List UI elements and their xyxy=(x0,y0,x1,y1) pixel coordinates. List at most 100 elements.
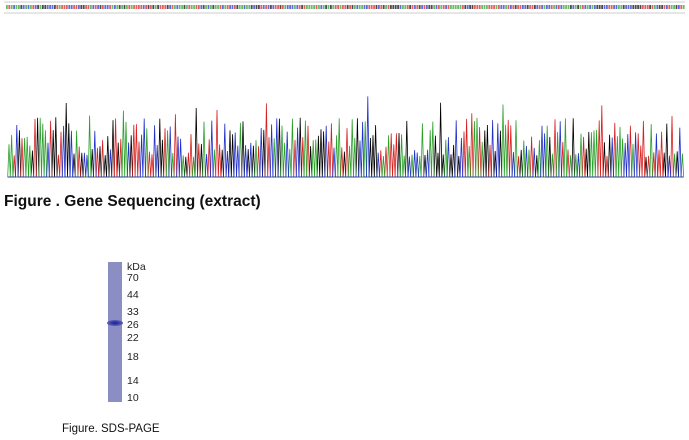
base-call xyxy=(190,5,193,9)
base-call xyxy=(18,5,20,9)
base-call xyxy=(529,5,531,9)
base-call xyxy=(159,5,162,9)
base-call xyxy=(579,5,582,9)
base-call xyxy=(632,5,635,9)
base-call xyxy=(483,5,486,9)
base-call xyxy=(262,5,265,9)
base-call xyxy=(54,5,56,9)
base-call xyxy=(666,5,668,9)
base-call xyxy=(572,5,575,9)
base-call xyxy=(157,5,159,9)
base-call xyxy=(678,5,680,9)
base-call xyxy=(270,5,272,9)
base-call xyxy=(318,5,320,9)
base-call xyxy=(34,5,37,9)
base-call xyxy=(642,5,644,9)
base-call xyxy=(234,5,236,9)
base-call xyxy=(517,5,519,9)
base-call xyxy=(178,5,181,9)
base-call xyxy=(99,5,102,9)
base-call xyxy=(634,5,637,9)
base-call xyxy=(558,5,560,9)
base-call xyxy=(22,5,25,9)
base-call xyxy=(39,5,42,9)
base-call xyxy=(238,5,241,9)
base-call xyxy=(334,5,337,9)
base-call xyxy=(512,5,515,9)
base-call xyxy=(123,5,126,9)
base-call xyxy=(6,5,8,9)
base-call xyxy=(200,5,203,9)
base-call xyxy=(327,5,330,9)
base-call xyxy=(344,5,347,9)
base-call xyxy=(589,5,591,9)
base-call xyxy=(370,5,373,9)
base-call xyxy=(87,5,90,9)
base-call xyxy=(109,5,111,9)
base-call xyxy=(555,5,558,9)
base-call xyxy=(586,5,589,9)
marker-label: 14 xyxy=(127,375,139,387)
base-call xyxy=(82,5,85,9)
base-call xyxy=(169,5,171,9)
base-call xyxy=(433,5,435,9)
base-call xyxy=(286,5,289,9)
base-call xyxy=(258,5,260,9)
base-call xyxy=(181,5,183,9)
base-call xyxy=(495,5,498,9)
base-call xyxy=(385,5,387,9)
base-call xyxy=(618,5,620,9)
base-call xyxy=(654,5,656,9)
base-call xyxy=(231,5,234,9)
base-call xyxy=(560,5,563,9)
base-call xyxy=(505,5,507,9)
base-call xyxy=(176,5,179,9)
base-call xyxy=(450,5,452,9)
base-call xyxy=(435,5,438,9)
base-call xyxy=(272,5,275,9)
base-call xyxy=(8,5,11,9)
base-call xyxy=(550,5,553,9)
base-call xyxy=(594,5,596,9)
base-call xyxy=(308,5,311,9)
base-call xyxy=(63,5,66,9)
base-call xyxy=(253,5,255,9)
base-call xyxy=(639,5,642,9)
figure-caption: Figure . Gene Sequencing (extract) xyxy=(4,193,261,210)
base-call xyxy=(66,5,68,9)
base-call xyxy=(394,5,397,9)
base-call xyxy=(339,5,342,9)
base-call xyxy=(627,5,630,9)
base-call xyxy=(236,5,239,9)
base-call xyxy=(260,5,263,9)
base-call xyxy=(150,5,152,9)
base-call xyxy=(188,5,191,9)
base-call xyxy=(198,5,200,9)
base-call xyxy=(164,5,167,9)
base-call xyxy=(313,5,315,9)
base-call xyxy=(342,5,344,9)
base-call xyxy=(387,5,390,9)
base-call xyxy=(416,5,419,9)
base-call xyxy=(58,5,61,9)
base-call xyxy=(49,5,51,9)
base-call xyxy=(493,5,495,9)
base-call xyxy=(356,5,359,9)
base-call xyxy=(402,5,404,9)
base-call xyxy=(152,5,155,9)
base-call xyxy=(303,5,306,9)
base-call xyxy=(598,5,601,9)
base-call xyxy=(306,5,308,9)
base-call xyxy=(154,5,157,9)
base-call xyxy=(332,5,335,9)
base-call xyxy=(298,5,301,9)
base-call xyxy=(574,5,577,9)
base-call xyxy=(147,5,150,9)
base-call xyxy=(68,5,71,9)
base-call xyxy=(399,5,402,9)
base-call xyxy=(404,5,407,9)
base-call xyxy=(498,5,500,9)
base-call xyxy=(27,5,30,9)
base-call xyxy=(447,5,450,9)
base-call xyxy=(166,5,169,9)
